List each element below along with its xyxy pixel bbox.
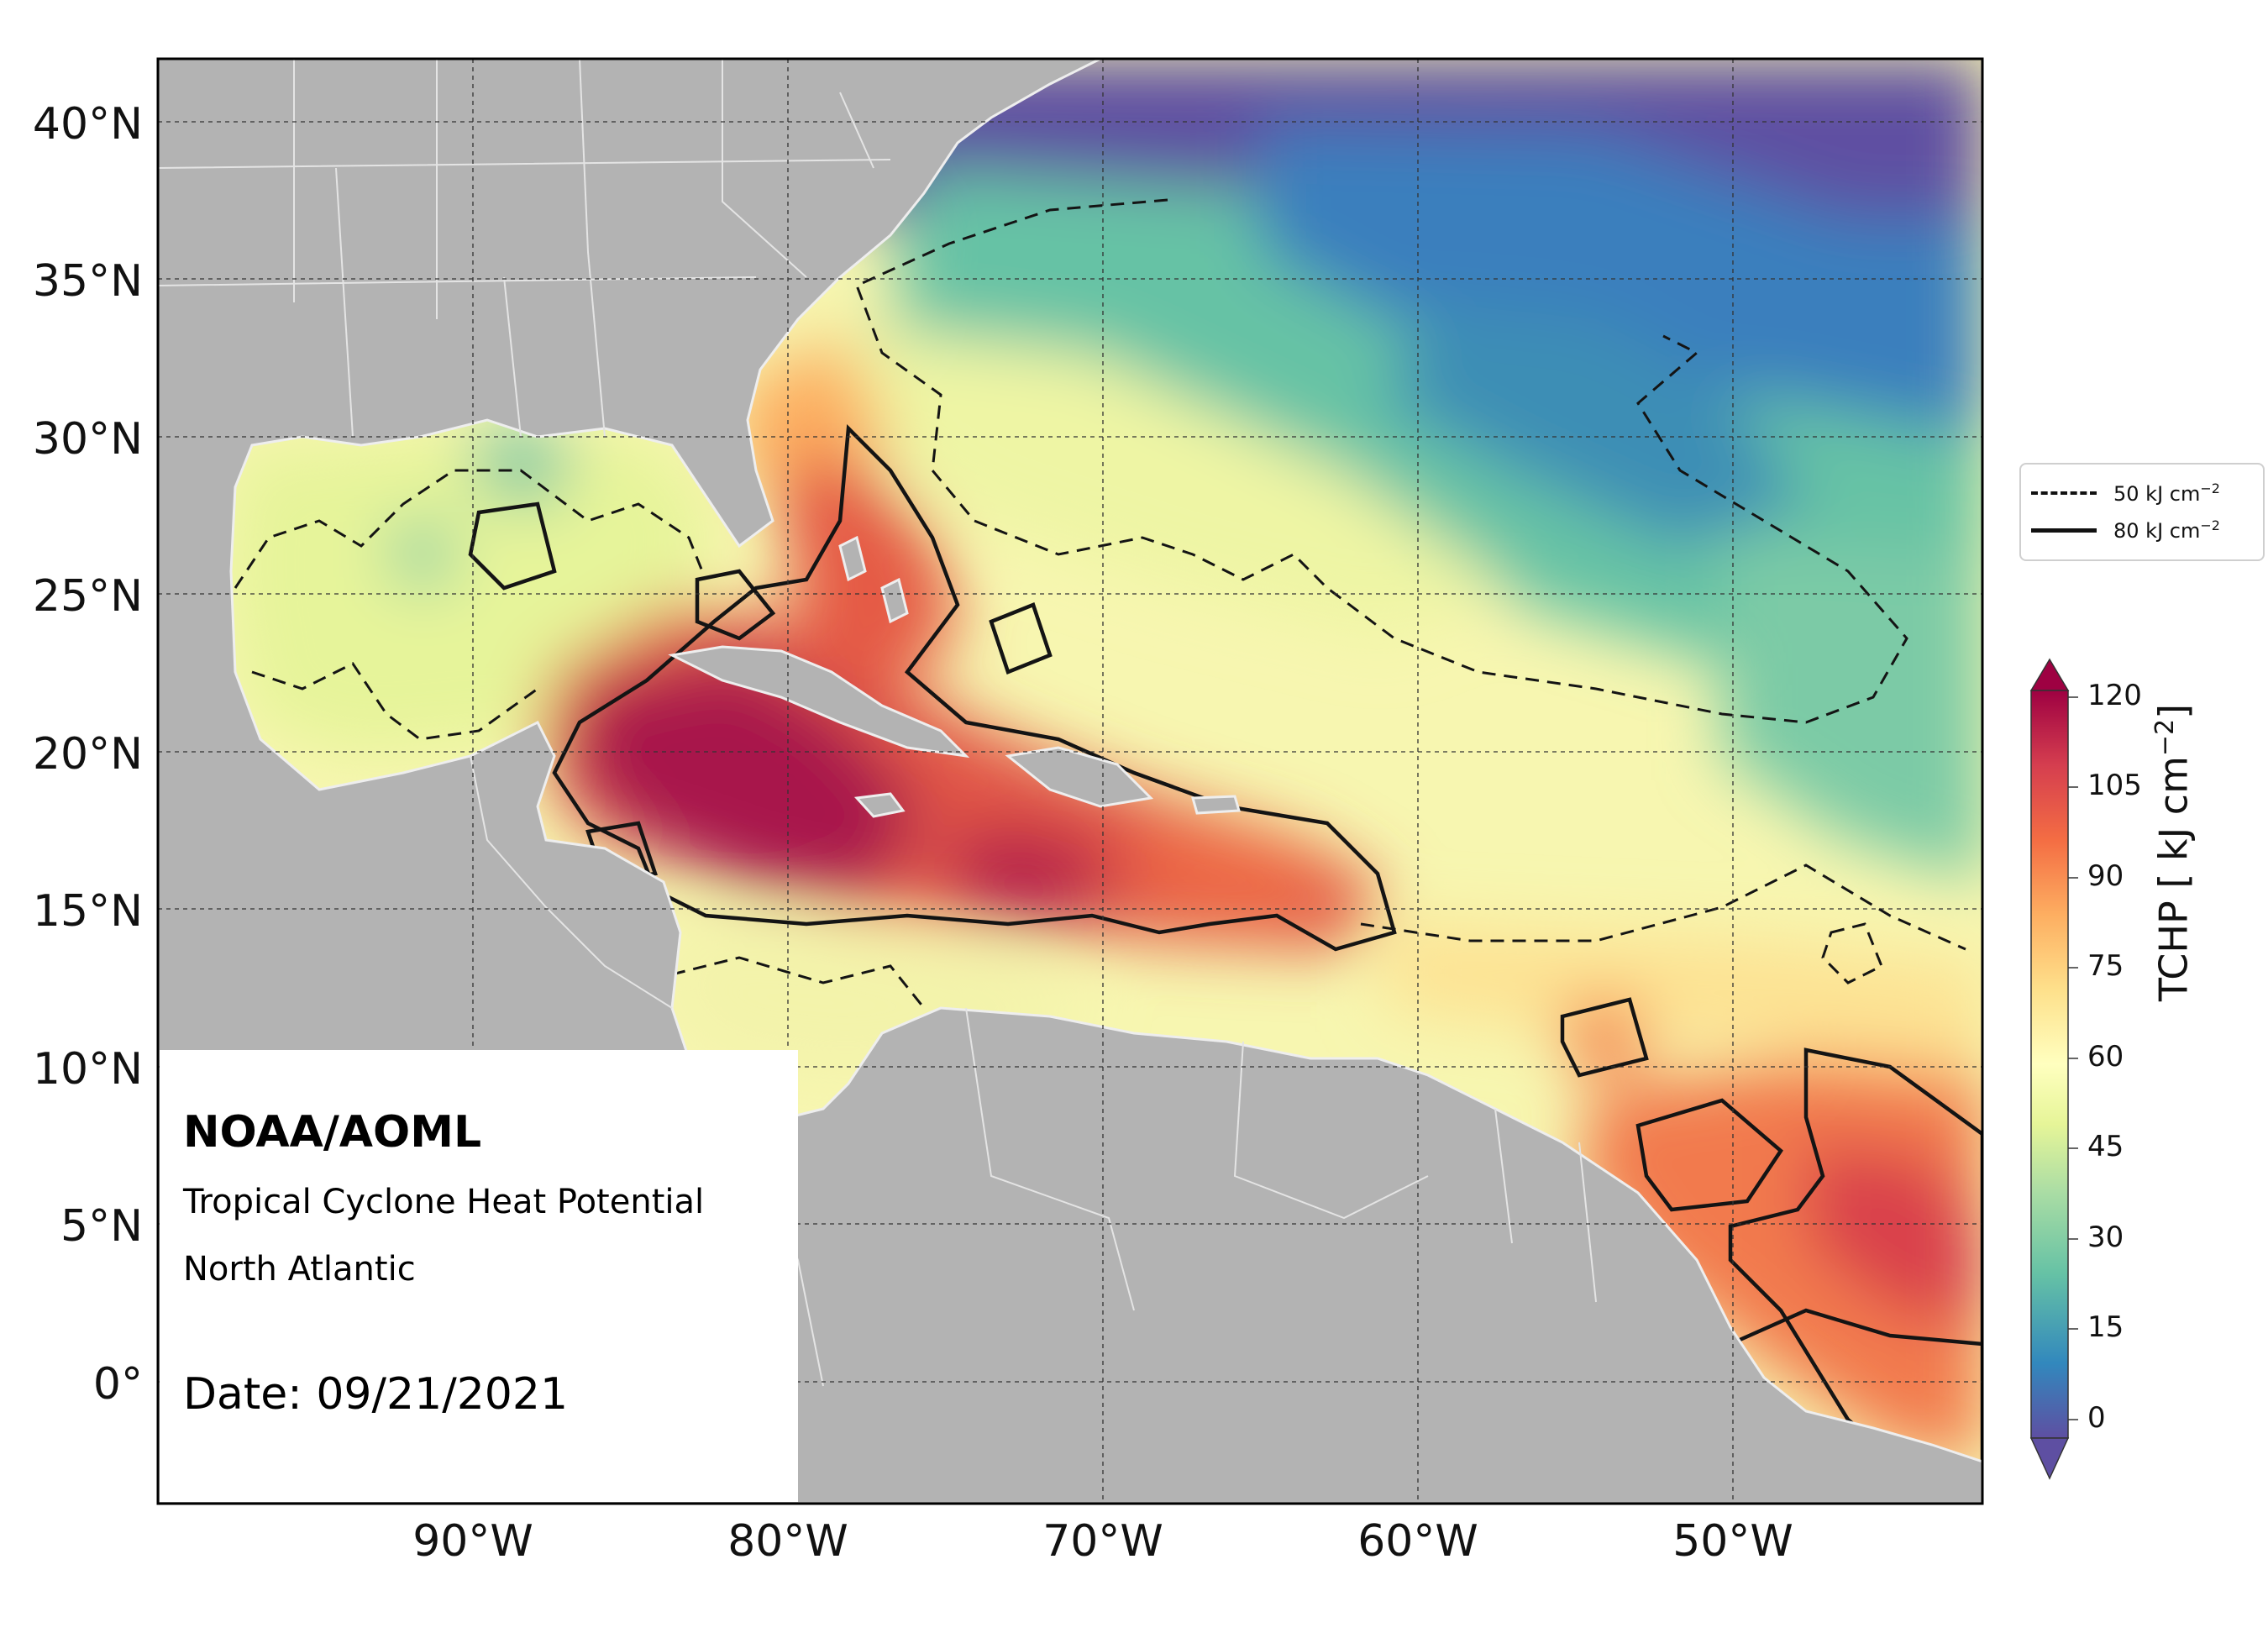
tchp-field [158, 59, 1982, 1504]
lon-tick-label: 80°W [727, 1516, 848, 1567]
map-title: NOAA/AOML [183, 1107, 482, 1158]
lat-tick-label: 5°N [60, 1201, 143, 1252]
contour-50 [234, 198, 1966, 1009]
lon-tick-label: 60°W [1357, 1516, 1478, 1567]
colorbar-tick-label: 15 [2087, 1310, 2124, 1344]
colorbar-tick-label: 105 [2087, 769, 2142, 802]
lon-tick-label: 90°W [412, 1516, 533, 1567]
colorbar [2029, 658, 2078, 1480]
colorbar-extend-max [2029, 658, 2070, 691]
colorbar-tick-label: 0 [2087, 1401, 2106, 1435]
region-name: North Atlantic [183, 1250, 416, 1289]
lat-tick-label: 40°N [32, 99, 143, 150]
bahamas [838, 535, 909, 624]
colorbar-tick-label: 120 [2087, 679, 2142, 712]
lat-tick-label: 15°N [32, 886, 143, 937]
contour-lines [234, 198, 1982, 1498]
legend-label: 50 kJ cm−2 [2113, 480, 2220, 506]
legend-item-dashed: 50 kJ cm−2 [2031, 476, 2220, 510]
colorbar-label: TCHP [ kJ cm−2] [2150, 703, 2197, 1002]
colorbar-extend-min [2029, 1437, 2070, 1480]
colorbar-tick-label: 45 [2087, 1130, 2124, 1163]
lat-tick-label: 35°N [32, 256, 143, 307]
legend-label: 80 kJ cm−2 [2113, 517, 2220, 543]
lat-tick-label: 0° [92, 1359, 143, 1410]
lat-tick-label: 25°N [32, 571, 143, 622]
contour-legend: 50 kJ cm−2 80 kJ cm−2 [2019, 463, 2265, 561]
contour-80 [468, 424, 1982, 1498]
legend-item-solid: 80 kJ cm−2 [2031, 513, 2220, 547]
colorbar-tick-label: 90 [2087, 859, 2124, 893]
info-box [160, 1050, 798, 1502]
lat-tick-label: 30°N [32, 414, 143, 465]
lon-tick-label: 70°W [1042, 1516, 1163, 1567]
solid-line-icon [2031, 528, 2097, 533]
hispaniola [1005, 746, 1154, 808]
map-frame [156, 57, 1984, 1505]
lat-tick-label: 20°N [32, 729, 143, 780]
lon-tick-label: 50°W [1672, 1516, 1793, 1567]
political-borders [158, 59, 1597, 1387]
colorbar-tick-label: 30 [2087, 1221, 2124, 1254]
colorbar-tick-label: 75 [2087, 949, 2124, 983]
date-label: Date: 09/21/2021 [183, 1369, 569, 1420]
puerto-rico [1191, 795, 1241, 815]
lat-tick-label: 10°N [32, 1044, 143, 1095]
cuba [668, 645, 970, 759]
jamaica [853, 792, 906, 818]
dashed-line-icon [2031, 491, 2097, 495]
colorbar-tick-label: 60 [2087, 1040, 2124, 1074]
product-name: Tropical Cyclone Heat Potential [183, 1183, 705, 1221]
